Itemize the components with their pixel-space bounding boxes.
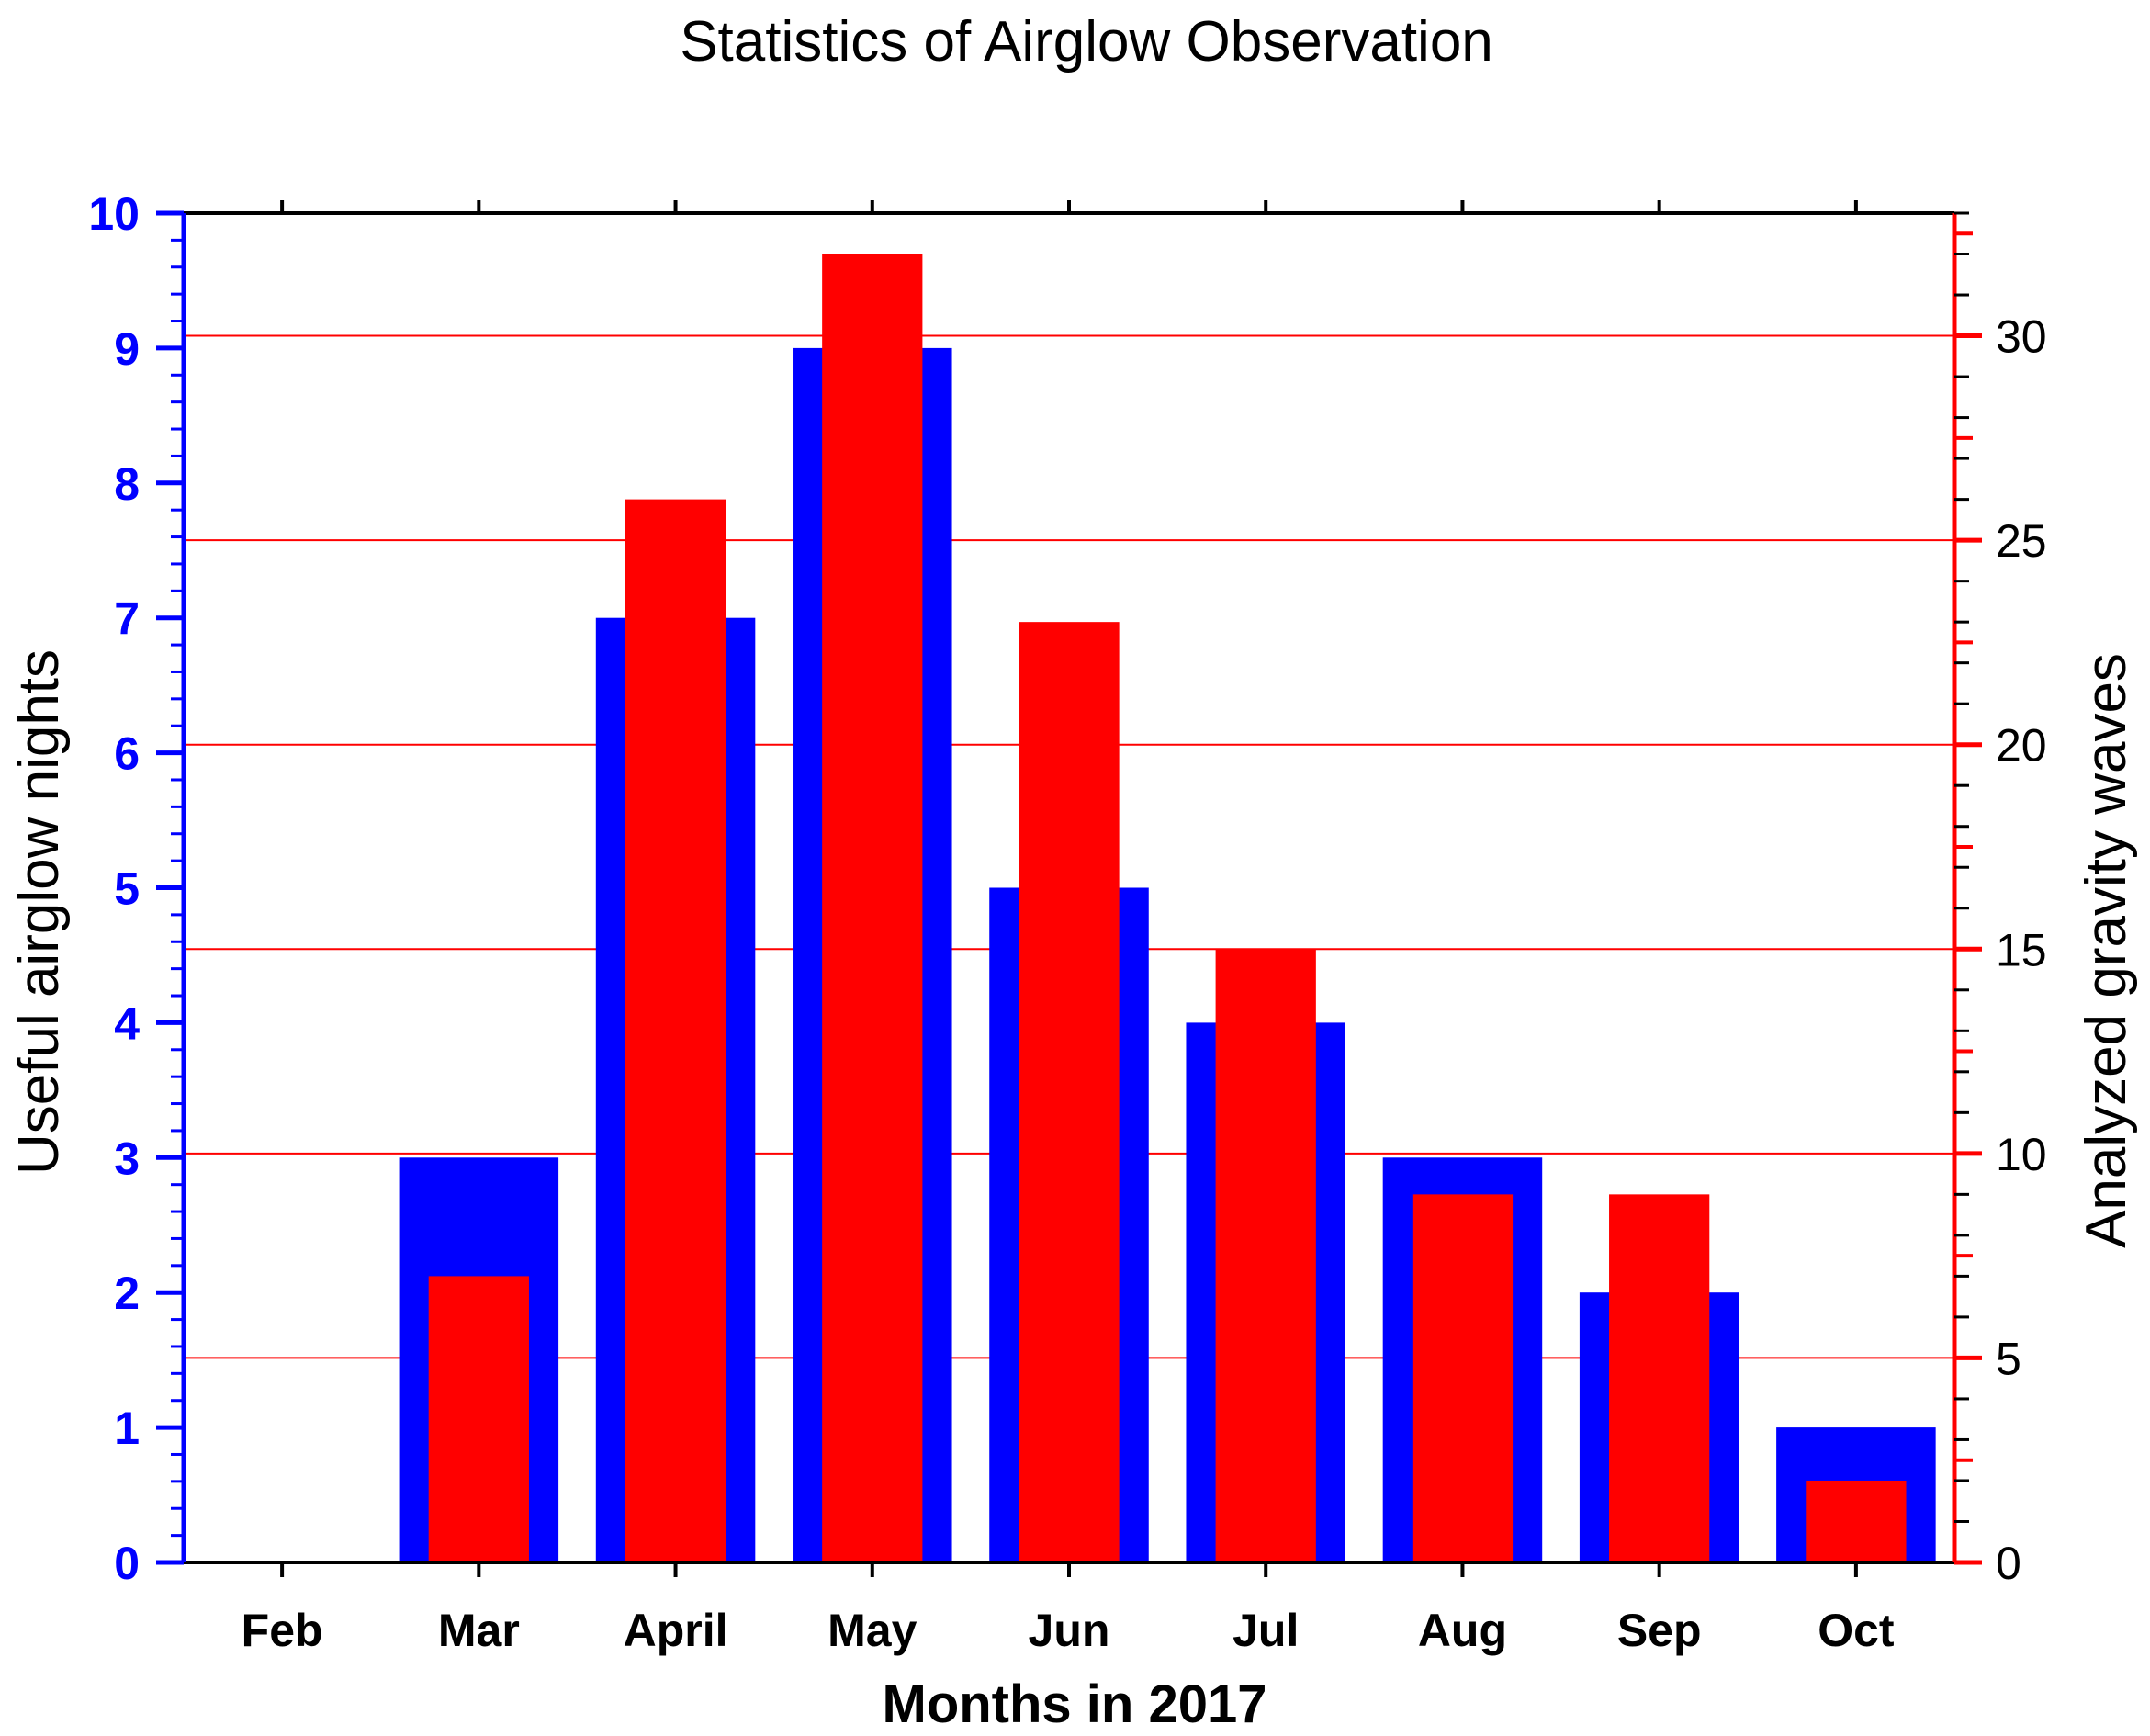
bar-waves-Aug [1412, 1194, 1514, 1562]
tick-labels: 0 1 2 3 4 5 6 7 8 9 10 0 5 10 15 20 25 30 Feb Mar April May Ju… [88, 188, 2046, 1656]
right-tick-label-25: 25 [1996, 515, 2047, 567]
bar-waves-Oct [1806, 1480, 1907, 1562]
x-tick-label-May: May [827, 1605, 917, 1656]
y-axis-right-label: Analyzed gravity waves [2075, 653, 2138, 1248]
y-axis-left-label: Useful airglow nights [7, 649, 71, 1175]
right-tick-label-10: 10 [1996, 1129, 2047, 1180]
left-tick-label-1: 1 [114, 1403, 140, 1454]
left-tick-label-5: 5 [114, 863, 140, 915]
chart-title: Statistics of Airglow Observation [680, 10, 1493, 73]
bar-waves-Mar [428, 1276, 529, 1562]
right-tick-label-15: 15 [1996, 924, 2047, 975]
x-tick-label-Jun: Jun [1029, 1605, 1110, 1656]
x-tick-label-Oct: Oct [1818, 1605, 1895, 1656]
bar-waves-Jul [1215, 949, 1316, 1562]
left-tick-label-4: 4 [114, 998, 140, 1049]
x-tick-label-Feb: Feb [242, 1605, 323, 1656]
bars [399, 254, 1936, 1563]
x-tick-label-Sep: Sep [1617, 1605, 1702, 1656]
left-tick-label-7: 7 [114, 593, 140, 645]
left-tick-label-8: 8 [114, 458, 140, 510]
bar-waves-April [625, 499, 726, 1562]
left-tick-label-0: 0 [114, 1538, 140, 1589]
x-tick-label-Jul: Jul [1233, 1605, 1299, 1656]
x-tick-label-Aug: Aug [1418, 1605, 1507, 1656]
right-tick-label-5: 5 [1996, 1333, 2021, 1384]
x-axis-label: Months in 2017 [883, 1674, 1267, 1734]
right-tick-label-20: 20 [1996, 720, 2047, 772]
left-tick-label-9: 9 [114, 323, 140, 375]
left-tick-label-3: 3 [114, 1133, 140, 1184]
bar-waves-Sep [1609, 1194, 1710, 1562]
left-tick-label-10: 10 [88, 188, 140, 240]
x-tick-label-April: April [624, 1605, 728, 1656]
x-tick-label-Mar: Mar [438, 1605, 520, 1656]
left-tick-label-2: 2 [114, 1268, 140, 1319]
right-tick-label-0: 0 [1996, 1538, 2021, 1589]
left-tick-label-6: 6 [114, 728, 140, 780]
bar-waves-May [822, 254, 923, 1562]
axes [156, 200, 1982, 1577]
bar-waves-Jun [1019, 622, 1120, 1562]
right-tick-label-30: 30 [1996, 311, 2047, 363]
